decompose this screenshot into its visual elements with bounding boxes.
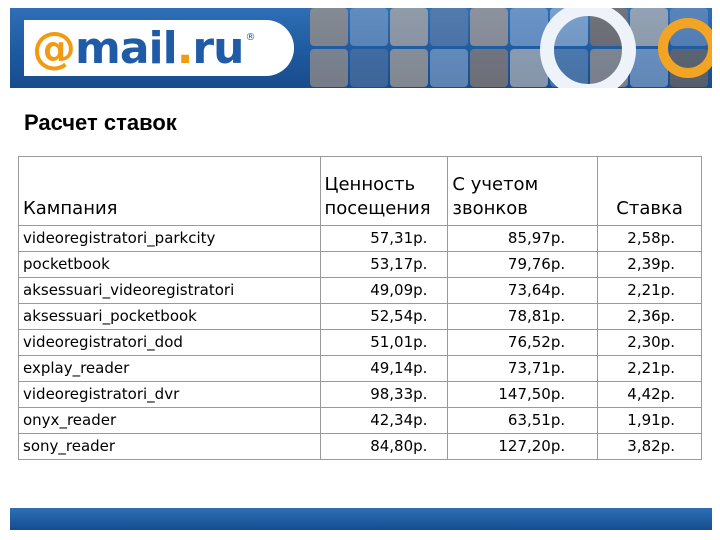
cell-with-calls: 73,64р.: [447, 277, 599, 304]
logo-at-sign: @: [32, 22, 76, 74]
photo-collage: [310, 8, 712, 88]
cell-campaign: onyx_reader: [18, 407, 321, 434]
photo-tile: [390, 49, 428, 87]
photo-tile: [350, 49, 388, 87]
header-visit-value-line2: посещения: [324, 198, 431, 219]
table-row: aksessuari_pocketbook 52,54р. 78,81р. 2,36р…: [18, 303, 702, 330]
header-with-calls-line1: С учетом: [452, 174, 539, 195]
cell-visit-value: 84,80р.: [319, 433, 449, 460]
cell-with-calls: 76,52р.: [447, 329, 599, 356]
cell-visit-value: 42,34р.: [319, 407, 449, 434]
cell-visit-value: 53,17р.: [319, 251, 449, 278]
cell-campaign: pocketbook: [18, 251, 321, 278]
cell-with-calls: 79,76р.: [447, 251, 599, 278]
photo-tile: [310, 49, 348, 87]
page-title: Расчет ставок: [24, 110, 177, 135]
photo-tile: [350, 8, 388, 46]
cell-campaign: videoregistratori_parkcity: [18, 225, 321, 252]
cell-visit-value: 98,33р.: [319, 381, 449, 408]
logo-plate: [24, 20, 294, 76]
footer-bar: [10, 508, 712, 530]
photo-tile: [390, 8, 428, 46]
table-row: onyx_reader 42,34р. 63,51р. 1,91р.: [18, 407, 702, 434]
cell-rate: 2,58р.: [597, 225, 702, 252]
photo-tile: [470, 8, 508, 46]
cell-campaign: aksessuari_videoregistratori: [18, 277, 321, 304]
header-visit-value-line1: Ценность: [324, 174, 416, 195]
table-row: videoregistratori_parkcity 57,31р. 85,97р.…: [18, 225, 702, 252]
decorative-ring-white: [540, 8, 636, 88]
logo-registered-mark: ®: [245, 32, 255, 43]
cell-campaign: explay_reader: [18, 355, 321, 382]
cell-with-calls: 147,50р.: [447, 381, 599, 408]
logo-ru: ru: [192, 22, 244, 74]
cell-campaign: videoregistratori_dod: [18, 329, 321, 356]
cell-campaign: videoregistratori_dvr: [18, 381, 321, 408]
logo-dot: .: [176, 22, 194, 74]
cell-campaign: aksessuari_pocketbook: [18, 303, 321, 330]
table-row: aksessuari_videoregistratori 49,09р. 73,64…: [18, 277, 702, 304]
cell-visit-value: 57,31р.: [319, 225, 449, 252]
table-row: explay_reader 49,14р. 73,71р. 2,21р.: [18, 355, 702, 382]
cell-rate: 2,36р.: [597, 303, 702, 330]
decorative-ring-orange: [658, 18, 712, 78]
cell-rate: 4,42р.: [597, 381, 702, 408]
cell-rate: 3,82р.: [597, 433, 702, 460]
cell-rate: 2,21р.: [597, 355, 702, 382]
header-visit-value: Ценность посещения: [319, 156, 449, 226]
header-with-calls-line2: звонков: [452, 198, 528, 219]
cell-visit-value: 52,54р.: [319, 303, 449, 330]
header-banner: @ mail. ru ®: [10, 8, 712, 88]
cell-visit-value: 51,01р.: [319, 329, 449, 356]
cell-rate: 2,39р.: [597, 251, 702, 278]
cell-campaign: sony_reader: [18, 433, 321, 460]
table-header-row: Кампания Ценность посещения С учетом звонк…: [18, 156, 702, 226]
cell-with-calls: 127,20р.: [447, 433, 599, 460]
rates-table: Кампания Ценность посещения С учетом звонк…: [18, 156, 702, 460]
header-rate: Ставка: [597, 156, 702, 226]
cell-with-calls: 73,71р.: [447, 355, 599, 382]
mailru-logo: @ mail. ru ®: [32, 22, 255, 74]
header-campaign: Кампания: [18, 156, 321, 226]
cell-rate: 2,30р.: [597, 329, 702, 356]
cell-with-calls: 85,97р.: [447, 225, 599, 252]
cell-rate: 1,91р.: [597, 407, 702, 434]
photo-tile: [470, 49, 508, 87]
cell-rate: 2,21р.: [597, 277, 702, 304]
photo-tile: [430, 49, 468, 87]
cell-with-calls: 63,51р.: [447, 407, 599, 434]
cell-visit-value: 49,09р.: [319, 277, 449, 304]
table-row: videoregistratori_dvr 98,33р. 147,50р. 4,42…: [18, 381, 702, 408]
table-row: sony_reader 84,80р. 127,20р. 3,82р.: [18, 433, 702, 460]
table-row: videoregistratori_dod 51,01р. 76,52р. 2,30р…: [18, 329, 702, 356]
photo-tile: [310, 8, 348, 46]
table-row: pocketbook 53,17р. 79,76р. 2,39р.: [18, 251, 702, 278]
header-with-calls: С учетом звонков: [447, 156, 599, 226]
cell-with-calls: 78,81р.: [447, 303, 599, 330]
logo-brand: mail: [75, 22, 178, 74]
cell-visit-value: 49,14р.: [319, 355, 449, 382]
photo-tile: [430, 8, 468, 46]
